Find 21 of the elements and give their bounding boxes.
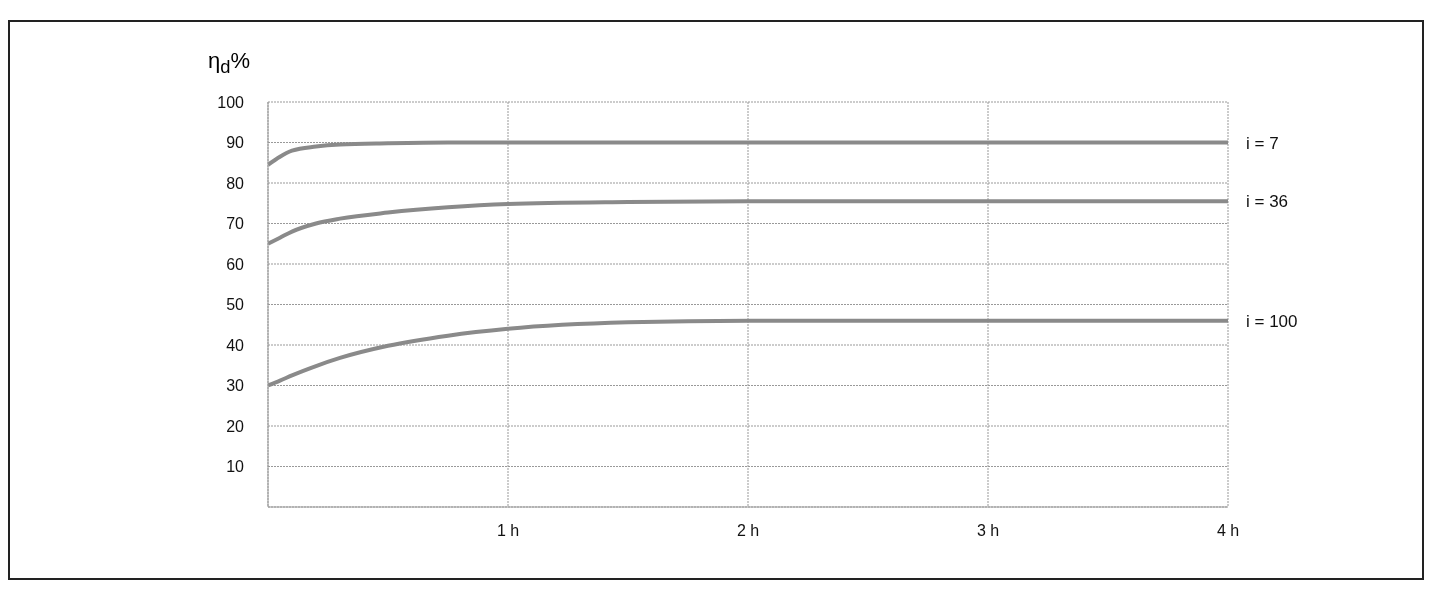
y-tick-label: 100	[217, 93, 245, 111]
line-series	[268, 318, 1228, 388]
line-series	[268, 140, 1228, 167]
y-tick-label: 70	[226, 215, 245, 233]
y-tick-label: 40	[226, 336, 245, 354]
series-label: i = 100	[1246, 311, 1298, 331]
x-tick-label: 1 h	[496, 522, 520, 540]
x-tick-label: 3 h	[976, 522, 1000, 540]
y-tick-label: 30	[226, 377, 245, 395]
y-tick-label: 90	[226, 134, 245, 152]
y-tick-label: 20	[226, 417, 245, 435]
line-series	[268, 199, 1228, 246]
y-tick-label: 10	[226, 458, 245, 476]
series-label: i = 7	[1246, 133, 1279, 153]
y-tick-label: 50	[226, 296, 245, 314]
series-label: i = 36	[1246, 192, 1289, 212]
y-tick-label: 60	[226, 255, 245, 273]
x-tick-label: 2 h	[736, 522, 760, 540]
y-tick-label: 80	[226, 174, 245, 192]
x-tick-label: 4 h	[1216, 522, 1240, 540]
y-axis-title: η$_{d}$%	[208, 48, 251, 79]
